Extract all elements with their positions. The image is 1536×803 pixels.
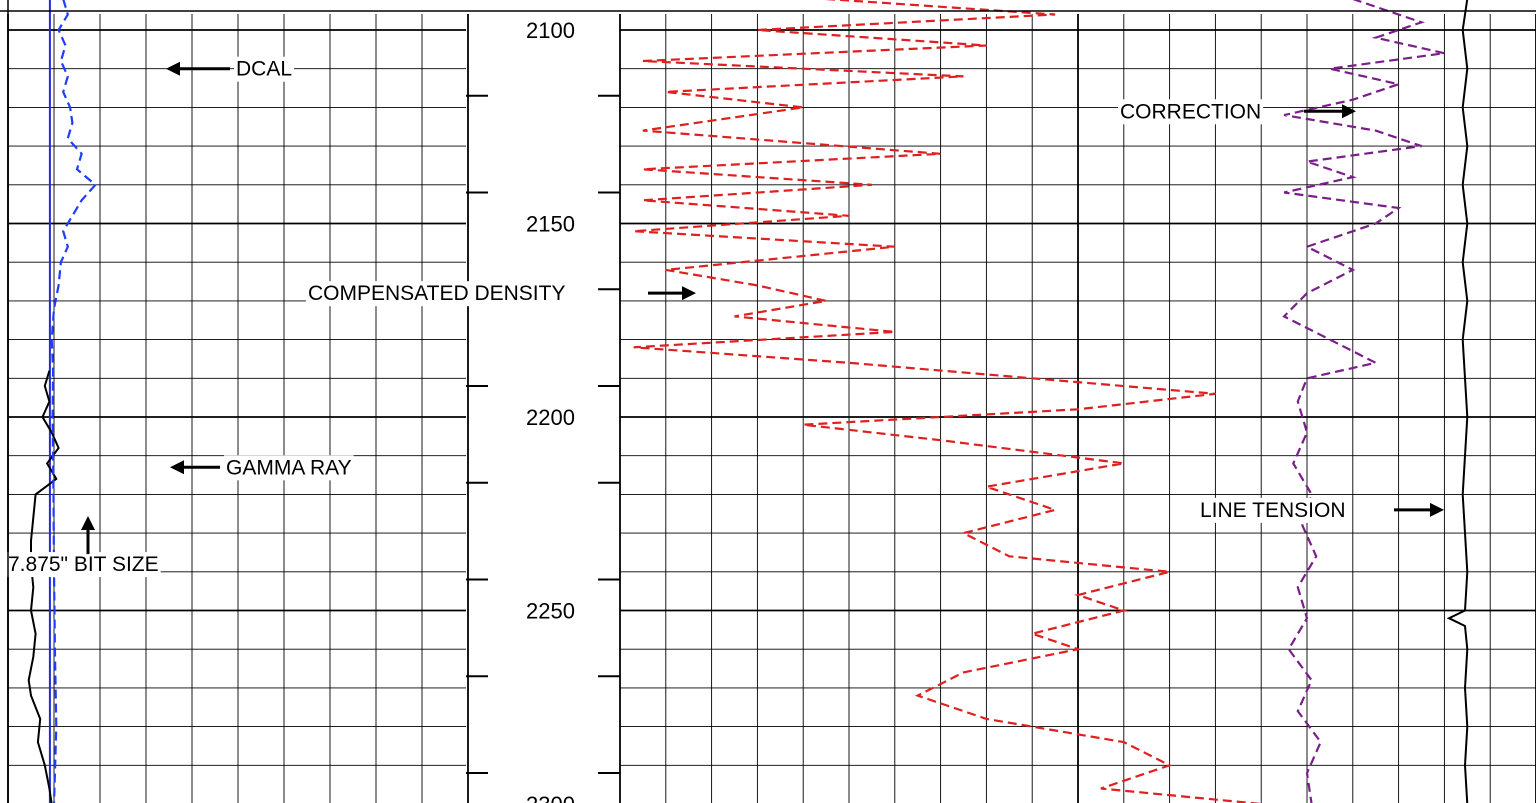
depth-label: 2150 [526, 212, 575, 237]
annotation-7-875-bit-size: 7.875" BIT SIZE [8, 553, 159, 576]
depth-label: 2100 [526, 18, 575, 43]
series-density [633, 0, 1262, 803]
annotation-halo [1198, 497, 1348, 523]
annotation-halo [1118, 99, 1264, 125]
arrow-head [1430, 502, 1444, 517]
depth-label: 2300 [526, 792, 575, 803]
depth-ticks: 2100 2150 2200 2250 2300 [466, 18, 620, 803]
depth-label: 2200 [526, 405, 575, 430]
annotation-compensated-density: COMPENSATED DENSITY [308, 282, 565, 305]
series-correction [1282, 0, 1445, 803]
arrow-head [166, 61, 180, 76]
depth-label: 2250 [526, 599, 575, 624]
annotation-line-tension: LINE TENSION [1200, 499, 1345, 522]
annotation-correction: CORRECTION [1120, 100, 1261, 123]
series-dcal [50, 0, 97, 803]
arrow-head [1342, 104, 1356, 119]
annotations: DCAL GAMMA RAY 7.875" BIT SIZE COMPENSATED … [6, 56, 1444, 578]
annotation-gamma-ray: GAMMA RAY [226, 456, 352, 479]
arrow-head-up [81, 516, 95, 531]
arrow-head [170, 460, 184, 475]
right-track-grid [619, 14, 1536, 803]
log-curves [27, 0, 1469, 803]
series-line-tension [1446, 0, 1469, 803]
annotation-halo [6, 552, 161, 578]
annotation-dcal: DCAL [236, 58, 292, 81]
annotation-halo [306, 281, 568, 307]
arrow-head [682, 286, 696, 301]
annotation-halo [234, 56, 295, 82]
annotation-halo [224, 455, 354, 481]
